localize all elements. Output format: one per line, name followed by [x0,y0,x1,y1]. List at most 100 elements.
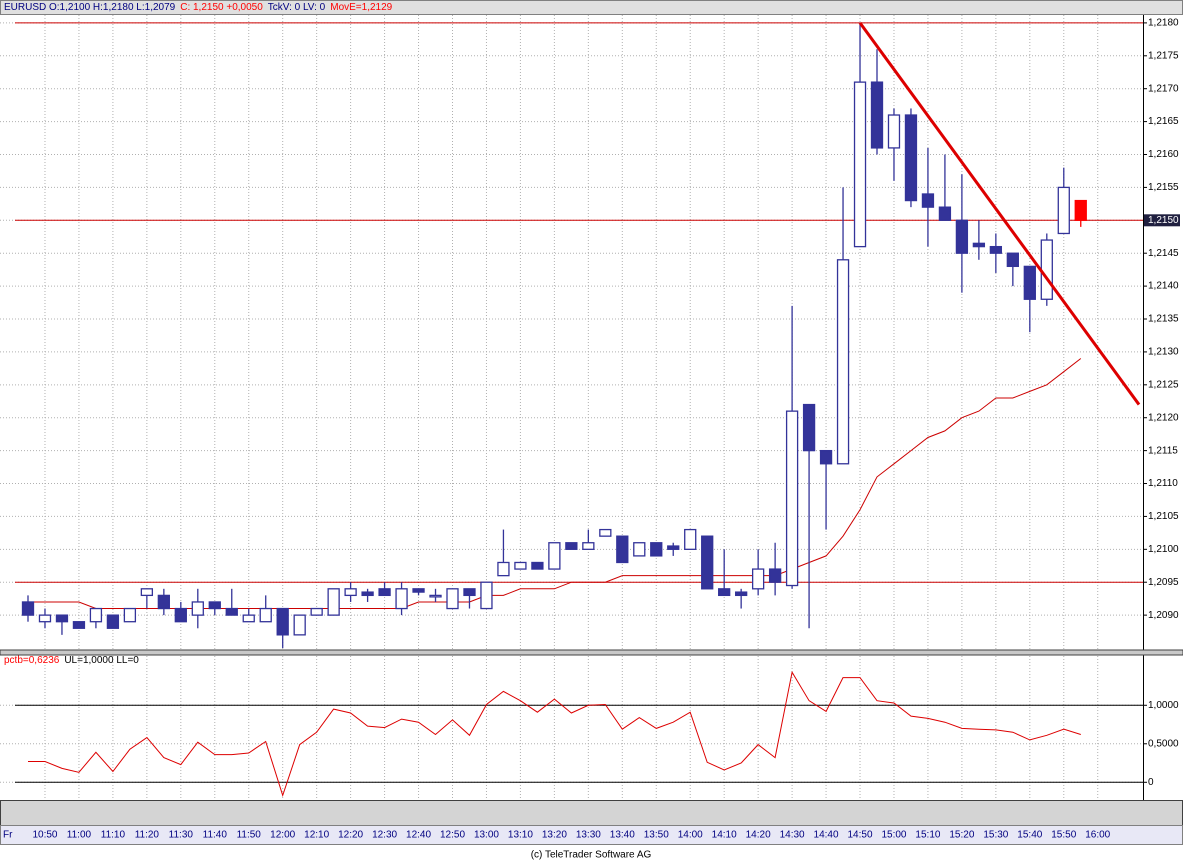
candle-body [480,581,493,610]
x-tick-label: 13:30 [576,830,601,841]
x-tick-label: 14:10 [712,830,737,841]
candle-body [38,614,52,623]
x-tick-label: 11:00 [67,830,92,841]
candle-body [599,528,612,537]
x-tick-label: 12:00 [270,830,295,841]
candle-body [667,545,680,550]
y-tick-label: 1,2160 [1148,149,1179,160]
y-tick-label: 1,2095 [1148,577,1179,588]
trend-line [858,22,1141,406]
candle-body [259,607,272,623]
candle-body [582,542,595,550]
x-tick-label: 12:50 [440,830,465,841]
candle-body [310,607,323,616]
x-tick-label: 11:10 [101,830,126,841]
y-tick-label: 1,2175 [1148,50,1179,61]
candle-body [1023,265,1036,300]
candle-body [701,535,714,590]
y-tick-label: 1,2170 [1148,83,1179,94]
candle-body [1040,239,1053,300]
candle-body [548,542,561,570]
x-tick-label: 14:50 [848,830,873,841]
x-tick-label: 13:50 [644,830,669,841]
x-tick-label: 10:50 [32,830,57,841]
candle-body [140,588,154,597]
candle-body [836,259,850,465]
candle-body [751,568,765,590]
y-tick-label: 1,2165 [1148,116,1179,127]
y-tick-label: 1,2120 [1148,412,1179,423]
header-item: C: 1,2150 +0,0050 [180,2,263,13]
y-tick-label: 1,2110 [1148,478,1178,489]
x-tick-label: 11:30 [169,830,194,841]
x-tick-label: 14:20 [746,830,771,841]
candle-body [870,81,884,149]
y-tick-label: 0,5000 [1148,738,1179,749]
candle-body [921,193,935,208]
x-tick-label: 15:30 [983,830,1008,841]
x-tick-label: 11:40 [203,830,228,841]
candle-body [565,542,578,550]
candle-body [446,588,459,610]
candle-body [361,591,374,597]
x-tick-label: 15:40 [1017,830,1042,841]
candle-body [616,535,629,564]
candle-body [242,614,255,623]
candle-body [89,607,103,623]
candle-body [123,607,137,623]
y-tick-label: 1,2180 [1148,18,1179,29]
candle-body [989,245,1003,254]
header-bar [0,0,1183,15]
y-tick-label: 1,2140 [1148,281,1179,292]
candle-body [768,568,782,583]
x-tick-label: 13:40 [610,830,635,841]
candle-body [276,607,289,636]
candle-body [157,594,170,610]
candle-body [412,588,425,593]
candle-body [327,588,340,616]
candle-body [904,114,918,202]
day-label: Fr [3,830,13,841]
candle-body [633,542,646,557]
y-tick-label: 1,2135 [1148,314,1179,325]
x-tick-label: 15:00 [881,830,906,841]
y-tick-label: 1,2155 [1148,182,1179,193]
candle-body [55,614,69,623]
x-tick-label: 14:30 [780,830,805,841]
candle-body [972,242,986,248]
x-tick-label: 12:10 [304,830,329,841]
candle-body [463,588,476,597]
candle-body [938,206,952,221]
last-price-box [1144,214,1180,227]
x-tick-label: 13:00 [474,830,499,841]
header-item: UL=1,0000 LL=0 [64,655,139,666]
candle-body [225,607,238,616]
candle-body [853,81,867,248]
x-tick-label: 12:40 [406,830,431,841]
candle-body [735,591,748,597]
header-item: pctb=0,6236 [4,655,60,666]
x-tick-label: 13:20 [542,830,567,841]
candle-body [497,561,510,577]
candle-body [887,114,901,149]
candle-body [72,621,86,629]
candle-body [344,588,357,597]
candle-body [802,403,816,452]
x-tick-label: 15:20 [949,830,974,841]
candle-body [531,561,544,570]
x-tick-label: 14:40 [814,830,839,841]
candle-body [429,594,442,598]
y-tick-label: 0 [1148,777,1154,788]
panel-header: EURUSD O:1,2100 H:1,2180 L:1,2079 C: 1,21… [4,2,393,13]
header-item: EURUSD O:1,2100 H:1,2180 L:1,2079 [4,2,176,13]
candle-body [718,588,731,597]
header-item: TckV: 0 LV: 0 [268,2,326,13]
candle-body [378,588,391,597]
bottom-band [0,800,1183,826]
x-tick-label: 15:50 [1051,830,1076,841]
x-tick-label: 15:10 [915,830,940,841]
indicator-line [28,670,1081,798]
last-price-label: 1,2150 [1148,215,1179,226]
